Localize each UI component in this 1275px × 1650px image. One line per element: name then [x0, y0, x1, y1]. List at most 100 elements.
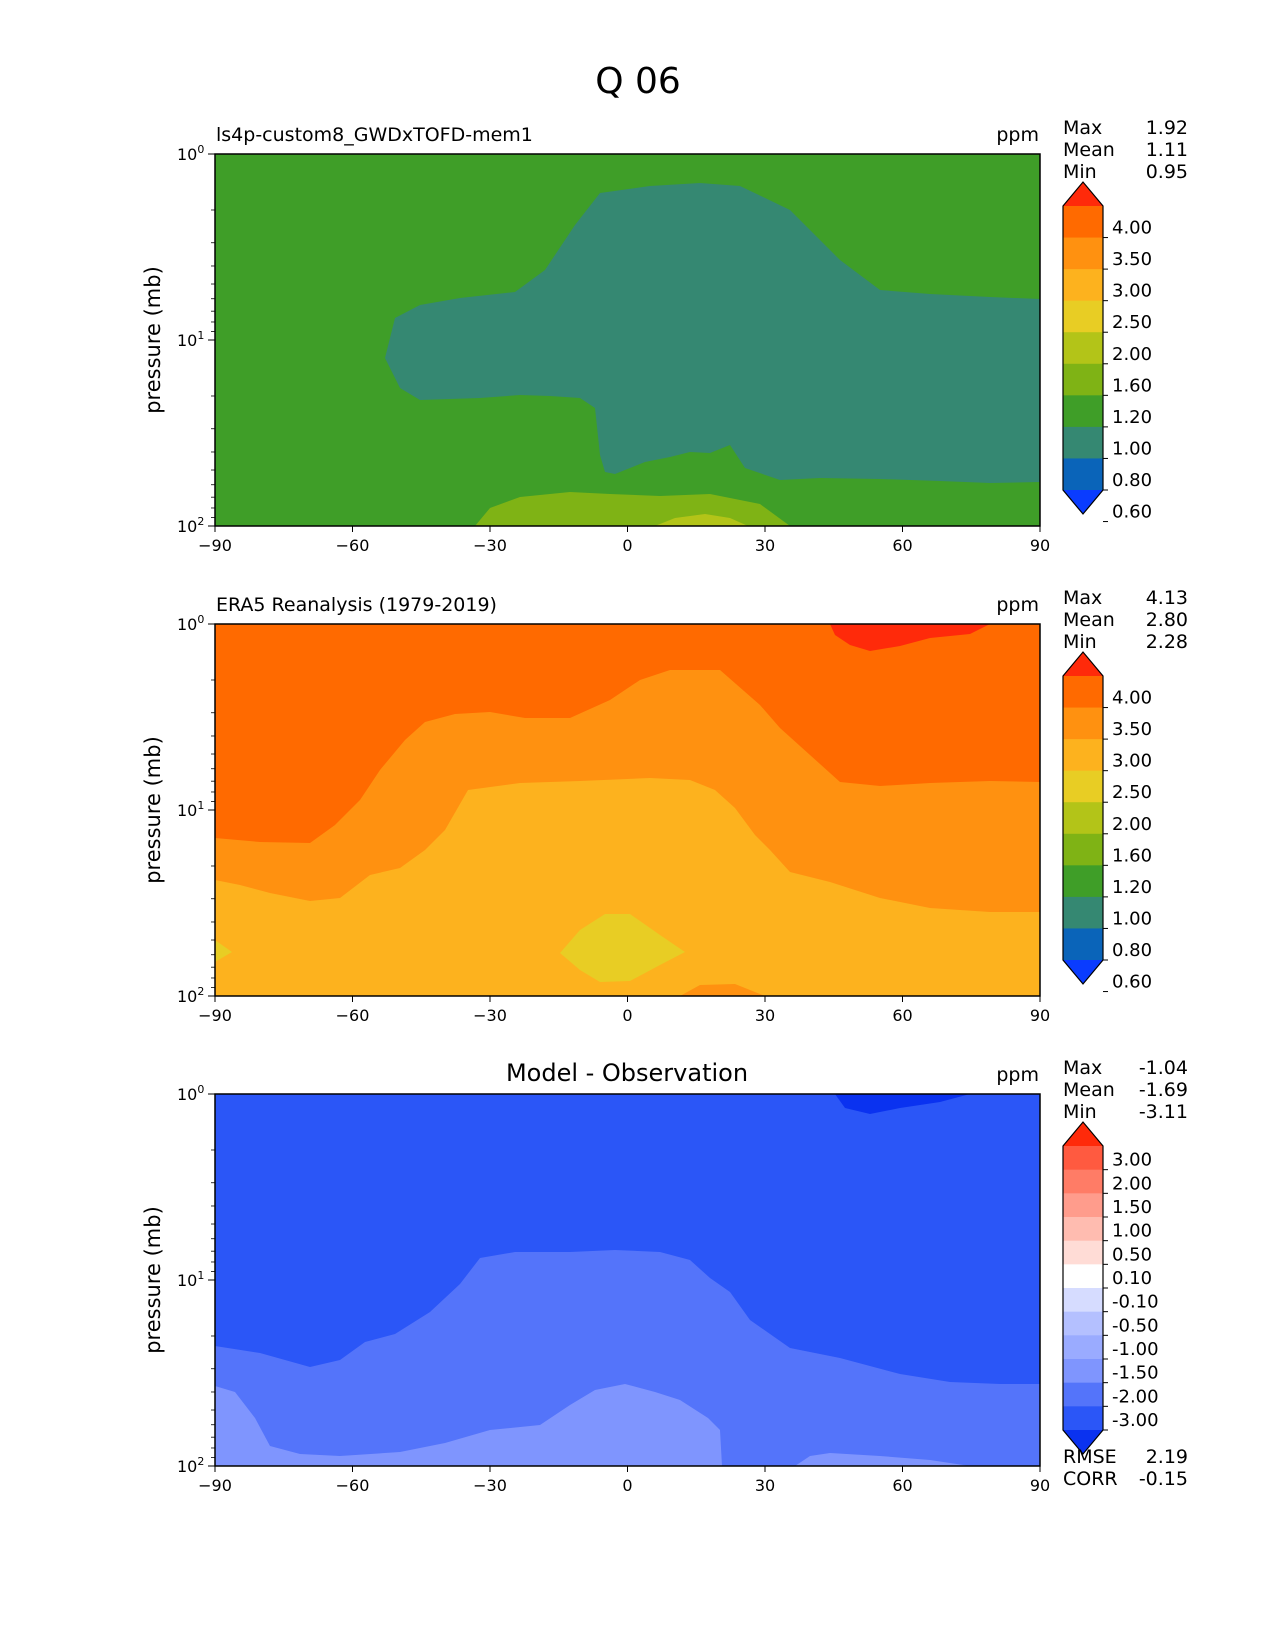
stat-label: Max — [1063, 117, 1102, 139]
colorbar: 3.002.00 1.50 1.000.50 0.10 -0.10-0.50 -1.00 -… — [1062, 1121, 1159, 1455]
x-tick-label: −60 — [336, 1476, 370, 1495]
stat-label: Min — [1063, 631, 1097, 653]
colorbar-segment — [1063, 332, 1103, 365]
figure-title: Q 06 — [595, 61, 681, 102]
colorbar-tick-label: 3.00 — [1112, 281, 1152, 302]
stats-block: Max -1.04 Mean -1.69 Min -3.11 — [1063, 1057, 1188, 1123]
colorbar-segment — [1063, 707, 1103, 740]
contour-low-right — [795, 1453, 970, 1466]
x-tick-label: 30 — [755, 1476, 775, 1495]
x-tick-label: 30 — [755, 536, 775, 555]
colorbar-extend-min — [1063, 960, 1103, 984]
y-tick-base: 10 — [177, 615, 197, 634]
colorbar-segment — [1063, 300, 1103, 333]
x-tick-label: 0 — [622, 1476, 632, 1495]
colorbar: 4.00 3.50 3.00 2.50 2.00 1.60 1.20 1.00 0.80 0.60 — [1062, 651, 1152, 993]
colorbar-extend-min — [1063, 1430, 1103, 1454]
x-tick-label: −90 — [198, 1006, 232, 1025]
colorbar-extend-max — [1063, 182, 1103, 206]
x-tick-label: 0 — [622, 536, 632, 555]
colorbar-tick-label: -1.50 — [1112, 1363, 1159, 1384]
contour-min-left — [215, 940, 232, 962]
colorbar-tick-label: 1.20 — [1112, 407, 1152, 428]
colorbar-tick-label: 1.60 — [1112, 845, 1152, 866]
colorbar-segment — [1063, 206, 1103, 239]
colorbar-segment — [1063, 395, 1103, 428]
colorbar-tick-label: 1.00 — [1112, 908, 1152, 929]
x-tick-label: 0 — [622, 1006, 632, 1025]
stat-label: Min — [1063, 1101, 1097, 1123]
x-tick-label: 30 — [755, 1006, 775, 1025]
y-tick-base: 10 — [177, 1457, 197, 1476]
colorbar-tick-label: 1.50 — [1112, 1197, 1152, 1218]
y-tick-exponent: 0 — [197, 143, 204, 156]
stat-value: 2.80 — [1146, 609, 1188, 631]
x-tick-label: −30 — [473, 536, 507, 555]
y-tick-label: 102 — [177, 985, 204, 1006]
colorbar-segment — [1063, 1146, 1103, 1171]
y-tick-base: 10 — [177, 1271, 197, 1290]
colorbar-tick-label: 0.60 — [1112, 972, 1152, 993]
x-tick-label: 90 — [1030, 536, 1050, 555]
y-tick-label: 100 — [177, 613, 204, 634]
y-tick-label: 101 — [177, 329, 204, 350]
colorbar-segment — [1063, 865, 1103, 898]
y-tick-base: 10 — [177, 517, 197, 536]
colorbar-segment — [1063, 426, 1103, 460]
colorbar-segment — [1063, 1382, 1103, 1407]
y-tick-label: 101 — [177, 799, 204, 820]
y-tick-base: 10 — [177, 987, 197, 1006]
colorbar-tick-label: 2.00 — [1112, 814, 1152, 835]
colorbar-tick-label: 0.50 — [1112, 1244, 1152, 1265]
y-axis-label: pressure (mb) — [141, 1206, 165, 1354]
contour-low-core — [215, 1384, 722, 1466]
y-tick-exponent: 1 — [197, 329, 204, 342]
colorbar-tick-label: 1.60 — [1112, 375, 1152, 396]
colorbar-tick-label: 1.00 — [1112, 1221, 1152, 1242]
colorbar-tick-label: 3.50 — [1112, 719, 1152, 740]
panel-title: ls4p-custom8_GWDxTOFD-mem1 — [216, 124, 533, 146]
colorbar-segment — [1063, 1335, 1103, 1360]
x-tick-label: −90 — [198, 536, 232, 555]
colorbar-extend-max — [1063, 1122, 1103, 1146]
colorbar-tick-label: 1.20 — [1112, 877, 1152, 898]
colorbar-tick-label: 0.10 — [1112, 1268, 1152, 1289]
scores-block: RMSE 2.19 CORR -0.15 — [1063, 1446, 1188, 1490]
colorbar-tick-label: 2.50 — [1112, 312, 1152, 333]
colorbar-segment — [1063, 1311, 1103, 1336]
colorbar-tick-label: 0.80 — [1112, 470, 1152, 491]
colorbar-tick-label: -1.00 — [1112, 1339, 1159, 1360]
colorbar-tick-label: -3.00 — [1112, 1410, 1159, 1431]
stat-label: Mean — [1063, 1079, 1115, 1101]
contour-bottom-band — [680, 984, 765, 996]
y-tick-base: 10 — [177, 145, 197, 164]
colorbar-segment — [1063, 1193, 1103, 1218]
colorbar-segment — [1063, 1240, 1103, 1265]
colorbar-tick-label: 3.00 — [1112, 1150, 1152, 1171]
colorbar-tick-label: -2.00 — [1112, 1386, 1159, 1407]
x-tick-label: −30 — [473, 1006, 507, 1025]
colorbar-segment — [1063, 802, 1103, 835]
colorbar-extend-max — [1063, 652, 1103, 676]
colorbar-tick-label: 4.00 — [1112, 688, 1152, 709]
x-tick-label: 60 — [892, 1476, 912, 1495]
y-tick-exponent: 1 — [197, 1269, 204, 1282]
contour-field — [215, 1094, 1040, 1466]
stat-value: 1.11 — [1146, 139, 1188, 161]
stat-value: 1.92 — [1146, 117, 1188, 139]
colorbar-segment — [1063, 1264, 1103, 1289]
x-tick-label: 90 — [1030, 1476, 1050, 1495]
x-tick-label: −90 — [198, 1476, 232, 1495]
contour-top-min — [835, 1094, 970, 1114]
contour-field — [215, 624, 1040, 996]
colorbar-segment — [1063, 1169, 1103, 1194]
contour-mid-band — [215, 1250, 1040, 1466]
y-tick-label: 100 — [177, 143, 204, 164]
contour-core — [215, 778, 1040, 996]
y-tick-exponent: 2 — [197, 985, 204, 998]
colorbar-tick-label: 0.80 — [1112, 940, 1152, 961]
